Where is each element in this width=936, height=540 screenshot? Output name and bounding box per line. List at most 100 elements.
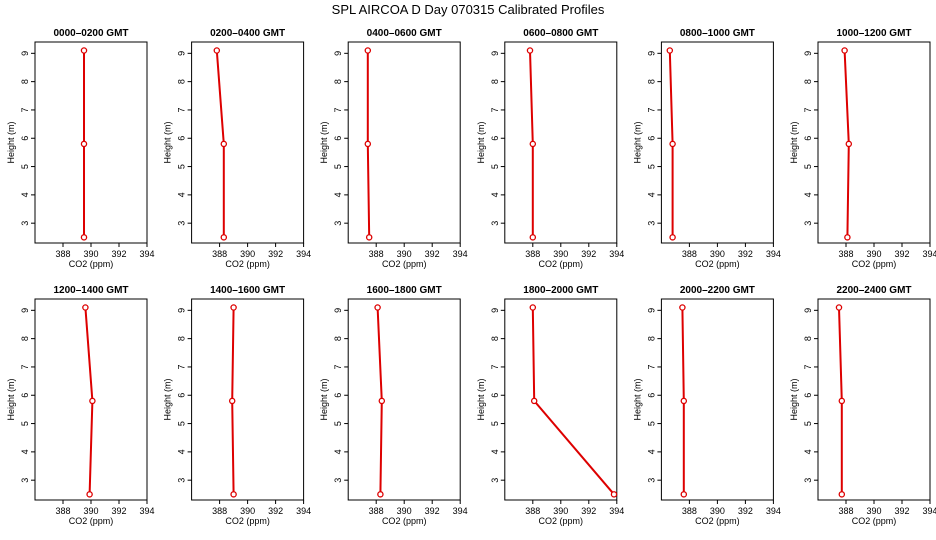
- y-axis-label: Height (m): [6, 121, 16, 163]
- profile-point: [610, 491, 618, 498]
- y-tick-label: 7: [803, 107, 813, 112]
- y-tick-label: 3: [646, 221, 656, 226]
- x-tick-label: 390: [866, 506, 881, 516]
- y-tick-label: 4: [177, 192, 187, 197]
- profile-point: [86, 491, 93, 498]
- y-tick-label: 5: [646, 421, 656, 426]
- x-tick-label: 390: [710, 249, 725, 259]
- y-tick-label: 4: [803, 449, 813, 454]
- x-tick-label: 394: [296, 249, 311, 259]
- y-tick-label: 7: [646, 364, 656, 369]
- profile-point: [679, 304, 686, 311]
- x-tick-label: 392: [268, 249, 283, 259]
- x-axis-label: CO2 (ppm): [539, 259, 584, 269]
- y-tick-label: 7: [333, 107, 343, 112]
- y-tick-label: 9: [646, 51, 656, 56]
- x-tick-label: 388: [212, 506, 227, 516]
- y-tick-label: 3: [646, 478, 656, 483]
- x-tick-label: 394: [609, 506, 624, 516]
- x-axis-label: CO2 (ppm): [695, 516, 740, 526]
- x-tick-label: 388: [55, 506, 70, 516]
- chart-panel: 1200–1400 GMT 388 390 392 394 3 4 5 6 7 8 9 CO2 (ppm…: [6, 285, 155, 526]
- y-tick-label: 7: [490, 364, 500, 369]
- y-tick-label: 6: [490, 393, 500, 398]
- x-axis-label: CO2 (ppm): [382, 516, 427, 526]
- panel-title: 1000–1200 GMT: [836, 28, 911, 39]
- y-axis-label: Height (m): [163, 121, 173, 163]
- chart-panel: 0800–1000 GMT 388 390 392 394 3 4 5 6 7 8 9 CO2 (ppm…: [632, 28, 781, 269]
- panel-title: 0400–0600 GMT: [367, 28, 442, 39]
- profile-point: [364, 140, 372, 148]
- chart-panel: 0600–0800 GMT 388 390 392 394 3 4 5 6 7 8 9 CO2 (ppm…: [476, 28, 625, 269]
- y-tick-label: 4: [20, 192, 30, 197]
- y-tick-label: 3: [177, 478, 187, 483]
- x-tick-label: 390: [397, 506, 412, 516]
- y-tick-label: 5: [20, 164, 30, 169]
- y-tick-label: 5: [490, 421, 500, 426]
- profile-point: [230, 491, 237, 498]
- x-axis-label: CO2 (ppm): [225, 516, 270, 526]
- profile-point: [377, 491, 384, 498]
- y-tick-label: 9: [177, 308, 187, 313]
- x-tick-label: 392: [738, 506, 753, 516]
- y-axis-label: Height (m): [632, 121, 642, 163]
- profile-point: [666, 47, 674, 54]
- x-tick-label: 388: [682, 249, 697, 259]
- y-tick-label: 9: [490, 51, 500, 56]
- y-tick-label: 6: [20, 393, 30, 398]
- y-tick-label: 5: [177, 421, 187, 426]
- figure-title: SPL AIRCOA D Day 070315 Calibrated Profi…: [332, 2, 605, 17]
- y-tick-label: 4: [646, 192, 656, 197]
- x-tick-label: 394: [453, 249, 468, 259]
- y-axis-label: Height (m): [163, 378, 173, 420]
- y-tick-label: 4: [333, 449, 343, 454]
- x-tick-label: 394: [922, 506, 936, 516]
- y-tick-label: 3: [177, 221, 187, 226]
- panel-title: 1400–1600 GMT: [210, 285, 285, 296]
- x-axis-label: CO2 (ppm): [539, 516, 584, 526]
- profile-point: [838, 397, 846, 405]
- x-tick-label: 394: [139, 249, 154, 259]
- x-axis-label: CO2 (ppm): [225, 259, 270, 269]
- x-tick-label: 394: [453, 506, 468, 516]
- x-tick-label: 392: [111, 506, 126, 516]
- x-tick-label: 392: [894, 249, 909, 259]
- y-tick-label: 3: [803, 221, 813, 226]
- y-tick-label: 6: [646, 136, 656, 141]
- profile-point: [530, 397, 538, 405]
- y-tick-label: 3: [803, 478, 813, 483]
- y-tick-label: 3: [490, 221, 500, 226]
- x-tick-label: 388: [212, 249, 227, 259]
- y-tick-label: 8: [20, 336, 30, 341]
- y-tick-label: 4: [20, 449, 30, 454]
- profile-point: [680, 397, 688, 405]
- x-tick-label: 394: [139, 506, 154, 516]
- profile-point: [835, 304, 843, 311]
- x-tick-label: 388: [838, 506, 853, 516]
- y-tick-label: 4: [490, 192, 500, 197]
- chart-panel: 0200–0400 GMT 388 390 392 394 3 4 5 6 7 8 9 CO2 (ppm…: [163, 28, 312, 269]
- y-tick-label: 6: [177, 393, 187, 398]
- x-tick-label: 388: [369, 506, 384, 516]
- x-tick-label: 392: [111, 249, 126, 259]
- y-tick-label: 7: [803, 364, 813, 369]
- chart-panel: 1600–1800 GMT 388 390 392 394 3 4 5 6 7 8 9 CO2 (ppm…: [319, 285, 468, 526]
- x-tick-label: 394: [766, 506, 781, 516]
- y-tick-label: 4: [646, 449, 656, 454]
- y-tick-label: 6: [177, 136, 187, 141]
- profile-point: [220, 140, 228, 148]
- y-tick-label: 7: [177, 107, 187, 112]
- x-tick-label: 390: [83, 506, 98, 516]
- y-tick-label: 9: [646, 308, 656, 313]
- chart-panel: 0400–0600 GMT 388 390 392 394 3 4 5 6 7 8 9 CO2 (ppm…: [319, 28, 468, 269]
- profile-point: [529, 304, 537, 311]
- y-tick-label: 3: [20, 478, 30, 483]
- profile-point: [529, 140, 537, 148]
- y-tick-label: 6: [803, 136, 813, 141]
- y-tick-label: 5: [333, 164, 343, 169]
- x-tick-label: 392: [268, 506, 283, 516]
- y-tick-label: 5: [20, 421, 30, 426]
- x-tick-label: 394: [296, 506, 311, 516]
- y-tick-label: 9: [20, 308, 30, 313]
